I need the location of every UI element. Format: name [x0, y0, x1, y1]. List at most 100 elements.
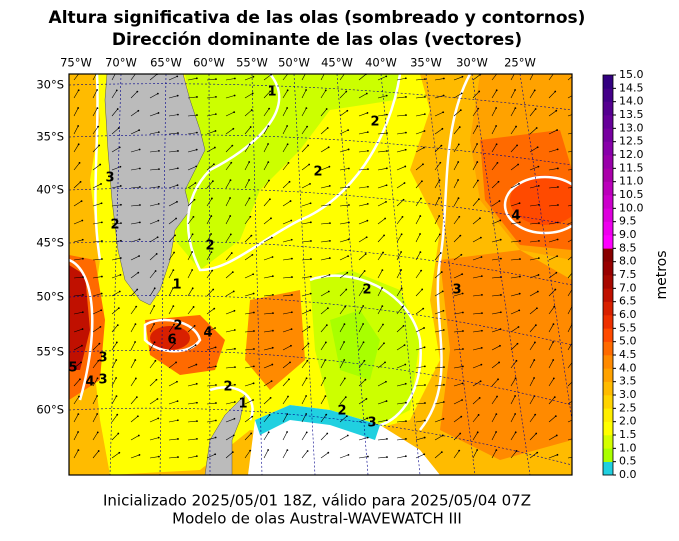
wave-vector-head — [345, 288, 348, 291]
wave-vector-head — [153, 305, 156, 307]
wave-vector-head — [535, 432, 538, 435]
wave-vector-head — [347, 453, 350, 456]
wave-vector-head — [498, 200, 501, 202]
wave-vector-head — [574, 398, 576, 400]
wave-vector-head — [481, 312, 483, 314]
wave-vector-head — [176, 113, 179, 116]
wave-vector-head — [365, 92, 368, 95]
wave-vector — [529, 342, 536, 351]
wave-vector-head — [538, 203, 540, 206]
wave-vector — [377, 400, 387, 405]
wave-vector — [472, 161, 478, 171]
wave-vector — [415, 130, 425, 135]
wave-vector — [168, 184, 178, 189]
wave-vector — [529, 308, 538, 315]
wave-vector — [434, 234, 441, 243]
wave-vector — [339, 272, 348, 279]
wave-vector — [453, 399, 463, 405]
wave-vector — [415, 402, 425, 405]
wave-vector-head — [153, 287, 156, 290]
wave-vector-head — [552, 323, 555, 326]
wave-vector-head — [307, 144, 310, 147]
wave-vector-head — [576, 112, 578, 114]
wave-vector-head — [515, 450, 518, 452]
wave-vector-head — [134, 323, 137, 326]
wave-vector-head — [157, 455, 160, 458]
wave-vector — [529, 359, 535, 369]
wave-vector — [415, 366, 425, 369]
wave-vector-head — [305, 107, 308, 110]
wave-vector — [187, 288, 193, 297]
wave-vector-head — [290, 344, 292, 347]
wave-vector-head — [576, 131, 578, 133]
wave-vector-head — [478, 90, 481, 93]
wave-vector — [92, 326, 101, 333]
wave-vector-head — [536, 451, 539, 454]
wave-vector — [339, 378, 346, 387]
colorbar-band — [603, 208, 613, 222]
wave-vector-head — [81, 219, 84, 222]
wave-vector — [320, 240, 330, 243]
wave-vector-head — [514, 395, 517, 397]
wave-vector-head — [533, 359, 536, 361]
wave-vector-head — [347, 255, 350, 257]
colorbar-tick-label: 12.0 — [619, 148, 644, 161]
wave-vector — [491, 413, 497, 423]
wave-vector — [149, 288, 155, 297]
wave-vector-head — [267, 125, 270, 128]
wave-vector — [472, 414, 479, 423]
wave-vector — [187, 199, 195, 207]
wave-vector-head — [457, 161, 460, 163]
wave-vector — [187, 182, 196, 189]
wave-vector-head — [364, 378, 367, 381]
wave-vector-head — [556, 453, 559, 456]
wave-vector-head — [271, 346, 274, 349]
wave-vector-head — [381, 287, 383, 289]
wave-vector — [263, 449, 269, 459]
wave-vector — [92, 240, 102, 243]
wave-vector — [282, 107, 288, 117]
wave-vector — [415, 384, 425, 387]
wave-vector — [320, 324, 328, 333]
wave-vector-head — [574, 73, 576, 75]
wave-vector-head — [77, 431, 79, 433]
wave-vector — [111, 74, 116, 81]
colorbar-band — [603, 195, 613, 209]
wave-vector-head — [96, 89, 98, 91]
wave-vector — [206, 384, 216, 387]
wave-vector — [73, 162, 80, 171]
contour-label: 4 — [203, 326, 212, 341]
wave-vector — [415, 233, 421, 243]
wave-vector — [529, 377, 535, 387]
wave-vector — [396, 402, 406, 405]
wave-vector — [187, 344, 196, 351]
wave-vector-head — [81, 328, 84, 330]
wave-vector-head — [385, 200, 387, 203]
wave-vector — [339, 74, 345, 81]
wave-vector — [415, 308, 424, 315]
wave-vector — [111, 396, 117, 405]
wave-vector — [434, 145, 442, 153]
wave-vector — [130, 91, 138, 99]
wave-vector — [358, 270, 365, 279]
wave-vector — [111, 185, 121, 189]
wave-vector-head — [253, 348, 255, 350]
wave-vector-head — [117, 432, 120, 435]
wave-vector-head — [172, 305, 175, 308]
wave-vector — [320, 342, 327, 351]
wave-vector-head — [213, 307, 216, 310]
colorbar-band — [603, 381, 613, 396]
wave-vector-head — [286, 89, 289, 92]
wave-vector-head — [519, 240, 521, 242]
colorbar-tick-label: 4.5 — [619, 348, 637, 361]
wave-vector-head — [251, 253, 254, 256]
wave-vector — [263, 180, 270, 189]
wave-vector-head — [363, 270, 366, 272]
wave-vector-head — [362, 305, 365, 307]
wave-vector-head — [115, 377, 117, 379]
wave-vector — [73, 220, 83, 225]
wave-vector-head — [252, 311, 255, 314]
wave-vector — [73, 431, 79, 441]
wave-vector-head — [423, 419, 426, 422]
wave-vector-head — [497, 378, 499, 381]
